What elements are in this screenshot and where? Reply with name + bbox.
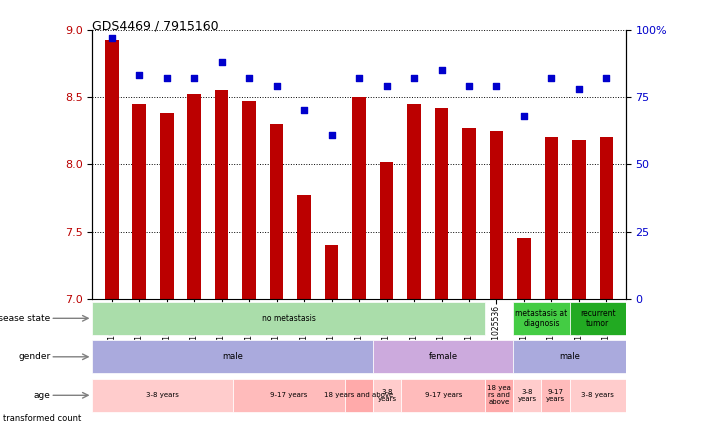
Bar: [434, 108, 449, 299]
Bar: [599, 137, 614, 299]
Text: male: male: [223, 352, 243, 361]
Bar: [132, 104, 146, 299]
Bar: [545, 137, 558, 299]
Point: [601, 75, 612, 82]
FancyBboxPatch shape: [513, 302, 570, 335]
Text: age: age: [33, 391, 50, 400]
Text: 18 yea
rs and
above: 18 yea rs and above: [488, 385, 511, 405]
Bar: [187, 94, 201, 299]
Point: [271, 83, 282, 90]
Text: recurrent
tumor: recurrent tumor: [579, 309, 616, 328]
Text: 18 years and above: 18 years and above: [324, 392, 394, 398]
FancyBboxPatch shape: [570, 379, 626, 412]
Text: disease state: disease state: [0, 314, 50, 323]
Text: transformed count: transformed count: [3, 414, 81, 423]
Point: [381, 83, 392, 90]
Bar: [160, 113, 173, 299]
Text: female: female: [429, 352, 458, 361]
Bar: [352, 97, 366, 299]
Bar: [572, 140, 586, 299]
Point: [134, 72, 145, 79]
Bar: [325, 245, 338, 299]
Text: 3-8
years: 3-8 years: [378, 389, 397, 402]
Point: [436, 67, 447, 74]
Bar: [462, 128, 476, 299]
FancyBboxPatch shape: [542, 379, 570, 412]
Point: [326, 131, 337, 138]
Point: [546, 75, 557, 82]
FancyBboxPatch shape: [373, 341, 513, 373]
Point: [464, 83, 475, 90]
FancyBboxPatch shape: [92, 379, 232, 412]
FancyBboxPatch shape: [373, 379, 401, 412]
Point: [353, 75, 365, 82]
Bar: [490, 131, 503, 299]
Text: no metastasis: no metastasis: [262, 314, 316, 323]
Point: [408, 75, 419, 82]
Point: [299, 107, 310, 114]
Bar: [242, 101, 256, 299]
FancyBboxPatch shape: [513, 379, 542, 412]
Text: male: male: [559, 352, 580, 361]
Text: gender: gender: [18, 352, 50, 361]
Point: [243, 75, 255, 82]
Point: [573, 85, 584, 92]
Point: [106, 34, 117, 41]
Point: [518, 113, 530, 119]
Point: [491, 83, 502, 90]
Text: 3-8
years: 3-8 years: [518, 389, 537, 402]
FancyBboxPatch shape: [513, 341, 626, 373]
Text: GDS4469 / 7915160: GDS4469 / 7915160: [92, 19, 219, 32]
FancyBboxPatch shape: [486, 379, 513, 412]
FancyBboxPatch shape: [92, 302, 486, 335]
Bar: [215, 90, 228, 299]
FancyBboxPatch shape: [401, 379, 486, 412]
Text: metastasis at
diagnosis: metastasis at diagnosis: [515, 309, 567, 328]
Text: 9-17 years: 9-17 years: [424, 392, 462, 398]
FancyBboxPatch shape: [570, 302, 626, 335]
Bar: [407, 104, 421, 299]
Bar: [380, 162, 393, 299]
Point: [161, 75, 172, 82]
Bar: [269, 124, 284, 299]
FancyBboxPatch shape: [345, 379, 373, 412]
Bar: [517, 239, 531, 299]
Text: 9-17 years: 9-17 years: [270, 392, 308, 398]
Bar: [297, 195, 311, 299]
FancyBboxPatch shape: [92, 341, 373, 373]
Point: [216, 58, 228, 65]
Bar: [105, 40, 119, 299]
Text: 3-8 years: 3-8 years: [146, 392, 179, 398]
Text: 3-8 years: 3-8 years: [581, 392, 614, 398]
Text: 9-17
years: 9-17 years: [546, 389, 565, 402]
FancyBboxPatch shape: [232, 379, 345, 412]
Point: [188, 75, 200, 82]
